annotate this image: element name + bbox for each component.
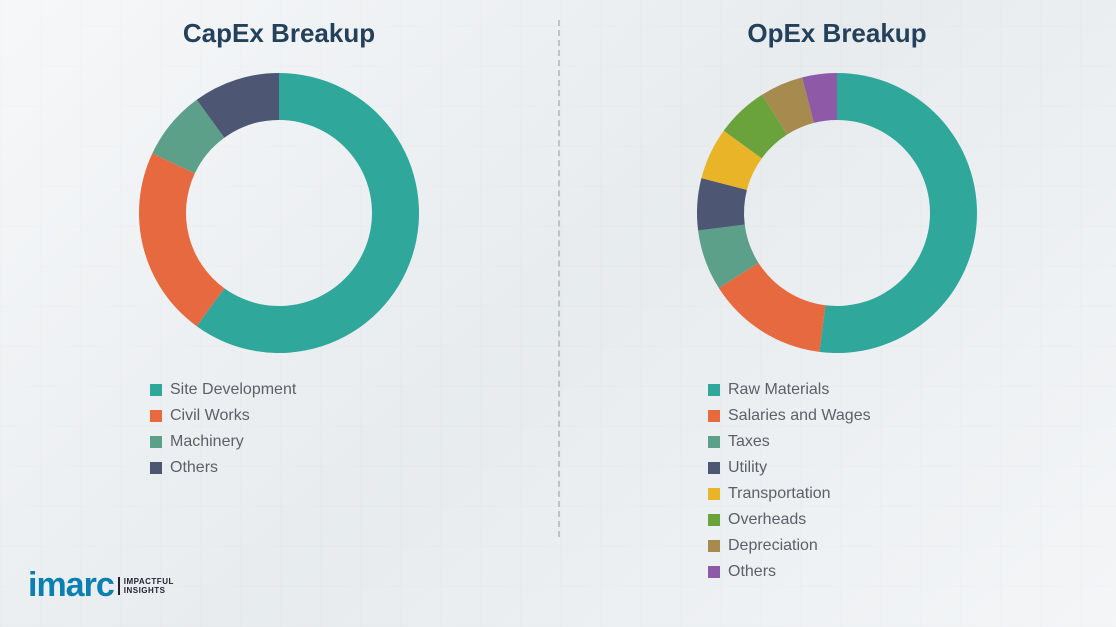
brand-logo: imarc IMPACTFUL INSIGHTS: [28, 566, 174, 605]
opex-donut: [687, 63, 987, 363]
legend-item: Others: [150, 459, 296, 477]
legend-label: Utility: [728, 459, 767, 477]
capex-donut-svg: [129, 63, 429, 363]
legend-swatch: [708, 410, 720, 422]
legend-label: Taxes: [728, 433, 770, 451]
legend-label: Raw Materials: [728, 381, 829, 399]
opex-panel: OpEx Breakup Raw Materials Salaries and W…: [558, 0, 1116, 627]
donut-slice: [819, 73, 977, 353]
legend-swatch: [708, 488, 720, 500]
legend-item: Depreciation: [708, 537, 871, 555]
legend-swatch: [708, 566, 720, 578]
legend-label: Depreciation: [728, 537, 818, 555]
logo-tag-line1: IMPACTFUL: [124, 577, 174, 586]
capex-legend: Site Development Civil Works Machinery Othe…: [150, 381, 296, 485]
legend-swatch: [708, 540, 720, 552]
capex-donut: [129, 63, 429, 363]
legend-item: Others: [708, 563, 871, 581]
legend-label: Machinery: [170, 433, 244, 451]
legend-swatch: [150, 436, 162, 448]
legend-label: Salaries and Wages: [728, 407, 871, 425]
capex-panel: CapEx Breakup Site Development Civil Work…: [0, 0, 558, 627]
legend-item: Utility: [708, 459, 871, 477]
legend-swatch: [150, 410, 162, 422]
legend-swatch: [150, 462, 162, 474]
capex-title: CapEx Breakup: [183, 18, 375, 49]
legend-item: Site Development: [150, 381, 296, 399]
legend-label: Others: [728, 563, 776, 581]
legend-label: Site Development: [170, 381, 296, 399]
legend-item: Salaries and Wages: [708, 407, 871, 425]
donut-slice: [139, 153, 224, 326]
opex-donut-svg: [687, 63, 987, 363]
legend-swatch: [150, 384, 162, 396]
legend-label: Civil Works: [170, 407, 250, 425]
opex-title: OpEx Breakup: [747, 18, 926, 49]
legend-label: Others: [170, 459, 218, 477]
legend-item: Civil Works: [150, 407, 296, 425]
logo-tagline: IMPACTFUL INSIGHTS: [118, 577, 174, 595]
legend-swatch: [708, 436, 720, 448]
legend-swatch: [708, 462, 720, 474]
opex-legend: Raw Materials Salaries and Wages Taxes Util…: [708, 381, 871, 589]
legend-item: Transportation: [708, 485, 871, 503]
logo-mark: imarc: [28, 566, 114, 605]
legend-item: Raw Materials: [708, 381, 871, 399]
legend-label: Transportation: [728, 485, 831, 503]
legend-item: Overheads: [708, 511, 871, 529]
logo-tag-line2: INSIGHTS: [124, 586, 174, 595]
legend-swatch: [708, 514, 720, 526]
legend-item: Taxes: [708, 433, 871, 451]
legend-swatch: [708, 384, 720, 396]
legend-item: Machinery: [150, 433, 296, 451]
legend-label: Overheads: [728, 511, 806, 529]
chart-container: CapEx Breakup Site Development Civil Work…: [0, 0, 1116, 627]
